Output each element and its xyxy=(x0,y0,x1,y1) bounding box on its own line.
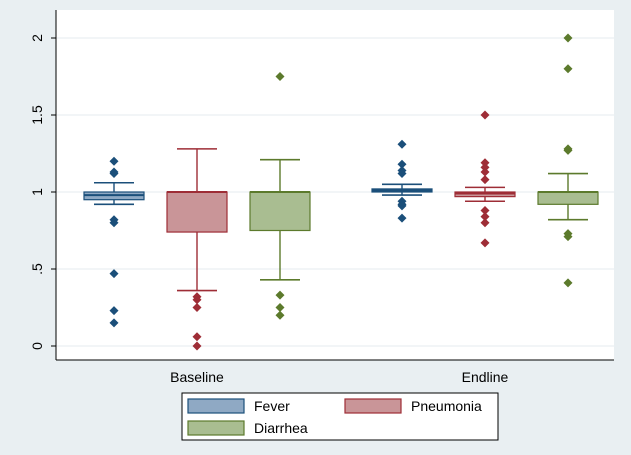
outlier-point-2 xyxy=(109,169,119,179)
legend-swatch-diarrhea xyxy=(187,420,245,436)
box-fever-baseline xyxy=(83,156,145,328)
outlier-point-2 xyxy=(192,303,202,312)
box-pneumonia-baseline xyxy=(166,148,228,351)
outlier-point-3 xyxy=(397,169,407,179)
outlier-point-4 xyxy=(480,175,490,185)
y-tick-label-0: 0 xyxy=(29,342,45,350)
outlier-point-7 xyxy=(109,318,119,328)
outlier-point-1 xyxy=(275,290,285,300)
outlier-point-8 xyxy=(480,238,490,248)
outlier-point-0 xyxy=(275,72,285,81)
outlier-point-6 xyxy=(109,306,119,316)
outlier-point-0 xyxy=(109,156,119,166)
y-tick-label-2: 1 xyxy=(29,188,45,196)
box-body xyxy=(537,191,599,205)
outlier-point-0 xyxy=(397,139,407,149)
outlier-point-1 xyxy=(480,158,490,168)
outlier-point-3 xyxy=(275,310,285,320)
plot-area xyxy=(56,10,614,360)
outlier-point-6 xyxy=(563,278,573,288)
y-tick-label-3: 1.5 xyxy=(29,105,45,125)
outlier-point-7 xyxy=(480,218,490,228)
legend-label-diarrhea: Diarrhea xyxy=(254,420,308,436)
box-body xyxy=(249,191,311,232)
outlier-point-3 xyxy=(563,145,573,155)
outlier-point-1 xyxy=(397,159,407,169)
box-diarrhea-baseline xyxy=(249,72,311,320)
outlier-point-0 xyxy=(563,33,573,43)
y-tick-label-4: 2 xyxy=(29,34,45,42)
outlier-point-1 xyxy=(563,64,573,74)
outlier-point-2 xyxy=(275,303,285,312)
outlier-point-0 xyxy=(480,110,490,120)
outlier-point-5 xyxy=(563,232,573,242)
outlier-point-5 xyxy=(480,205,490,215)
box-body xyxy=(166,191,228,233)
y-tick-label-1: .5 xyxy=(29,263,45,275)
legend: Fever Pneumonia Diarrhea xyxy=(181,392,499,441)
outlier-point-6 xyxy=(480,212,490,222)
legend-swatch-fever xyxy=(187,398,245,414)
outlier-point-1 xyxy=(192,295,202,305)
outlier-point-3 xyxy=(480,167,490,177)
outlier-point-4 xyxy=(192,341,202,351)
outlier-point-2 xyxy=(480,162,490,172)
legend-label-fever: Fever xyxy=(254,398,290,414)
outlier-point-5 xyxy=(109,269,119,279)
outlier-point-7 xyxy=(397,213,407,223)
outlier-point-6 xyxy=(397,201,407,211)
box-pneumonia-endline xyxy=(454,110,516,248)
legend-swatch-pneumonia xyxy=(344,398,402,414)
outlier-point-4 xyxy=(109,218,119,228)
legend-label-pneumonia: Pneumonia xyxy=(411,398,482,414)
box-diarrhea-endline xyxy=(537,33,599,288)
box-fever-endline xyxy=(371,139,433,223)
x-category-label-1: Endline xyxy=(462,369,509,385)
x-category-label-0: Baseline xyxy=(170,369,224,385)
outlier-point-3 xyxy=(192,332,202,342)
